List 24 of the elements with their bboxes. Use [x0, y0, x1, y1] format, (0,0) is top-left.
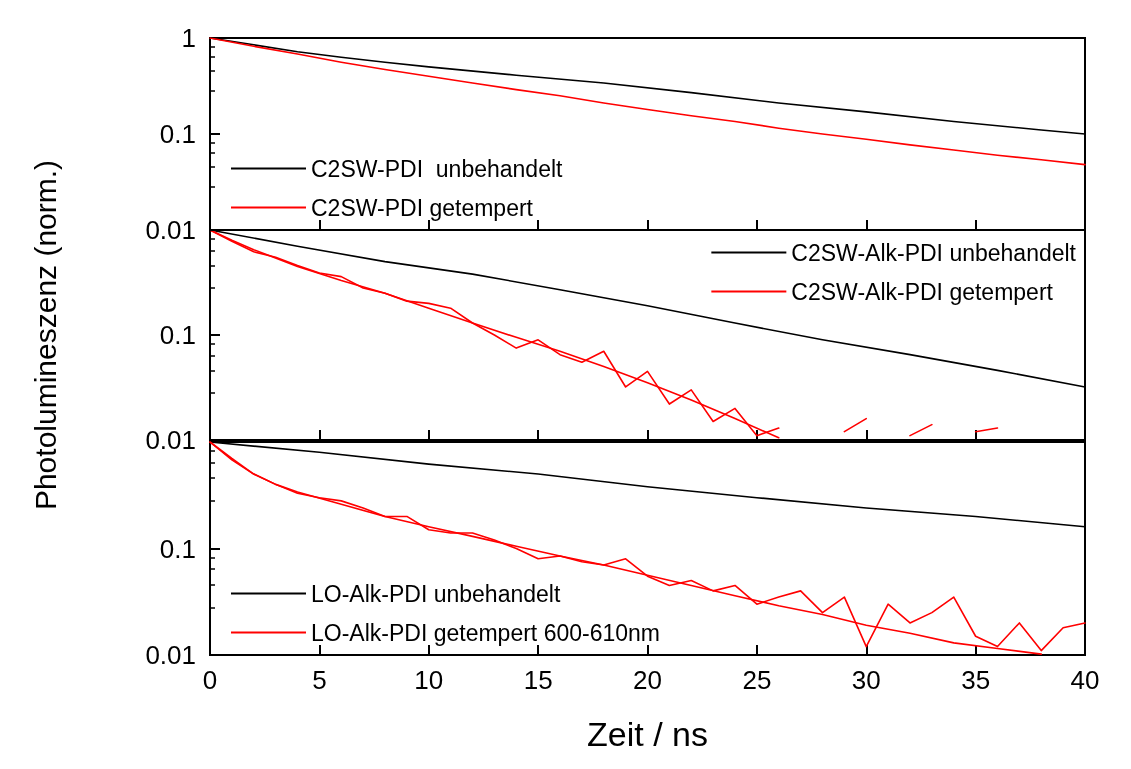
- y-tick-label: 1: [181, 23, 196, 53]
- x-tick-label: 15: [523, 665, 553, 695]
- x-tick-label: 35: [961, 665, 991, 695]
- legend-label: C2SW-PDI unbehandelt: [311, 155, 564, 182]
- legend-label: C2SW-Alk-PDI getempert: [791, 278, 1054, 305]
- x-tick-label: 40: [1070, 665, 1100, 695]
- legend-label: LO-Alk-PDI unbehandelt: [311, 580, 561, 607]
- x-tick-label: 30: [851, 665, 881, 695]
- y-tick-label: 0.01: [145, 640, 196, 670]
- x-tick-label: 10: [414, 665, 444, 695]
- y-tick-label: 0.01: [145, 425, 196, 455]
- x-axis-title: Zeit / ns: [587, 715, 708, 753]
- legend-label: C2SW-PDI getempert: [311, 194, 534, 221]
- legend-label: C2SW-Alk-PDI unbehandelt: [791, 239, 1077, 266]
- legend-label: LO-Alk-PDI getempert 600-610nm: [311, 619, 660, 646]
- y-axis-title: Photolumineszenz (norm.): [28, 159, 62, 511]
- x-tick-label: 25: [742, 665, 772, 695]
- y-tick-label: 0.1: [159, 320, 196, 350]
- y-tick-label: 0.01: [145, 215, 196, 245]
- x-tick-label: 20: [633, 665, 662, 695]
- y-tick-label: 0.1: [159, 119, 196, 149]
- x-tick-label: 5: [312, 665, 327, 695]
- y-tick-label: 0.1: [159, 533, 196, 564]
- x-tick-label: 0: [202, 665, 218, 695]
